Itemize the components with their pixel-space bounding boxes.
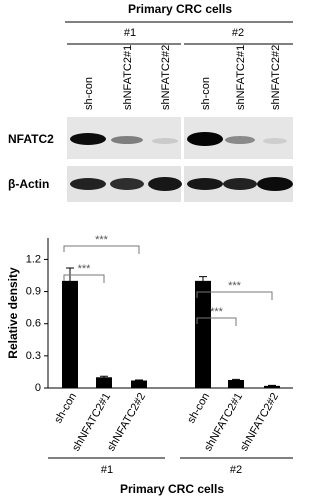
significance-label: ***	[95, 234, 109, 246]
group-label: #2	[232, 27, 244, 39]
error-bar	[135, 379, 143, 382]
lane-label: shNFATC2#2	[160, 45, 172, 110]
x-tick-label: shNFATC2#2	[238, 391, 281, 453]
lane-label: sh-con	[200, 77, 212, 110]
significance-bracket	[63, 245, 140, 254]
group-label: #1	[124, 27, 136, 39]
significance-label: ***	[210, 306, 224, 318]
bar	[195, 280, 211, 388]
error-bar	[199, 276, 207, 286]
lane-label: shNFATC2#2	[270, 45, 282, 110]
figure: Primary CRC cells #1 #2 NFATC2 β-Actin R…	[6, 2, 293, 496]
bar	[96, 377, 112, 388]
y-tick-label: 1.2	[26, 253, 41, 265]
error-bar	[232, 378, 240, 381]
y-tick-label: 0.9	[26, 285, 41, 297]
significance-bracket	[196, 317, 237, 326]
bar	[62, 280, 78, 388]
lane-label: sh-con	[83, 77, 95, 110]
significance-label: ***	[228, 280, 242, 292]
lane-label: shNFATC2#1	[235, 45, 247, 110]
y-tick-label: 0	[35, 382, 41, 394]
significance-label: ***	[78, 263, 92, 275]
x-tick-label: sh-con	[185, 391, 212, 426]
y-axis-title: Relative density	[6, 267, 20, 359]
row-label: β-Actin	[8, 177, 49, 191]
error-bar	[100, 375, 108, 379]
group-label: #2	[230, 464, 242, 476]
error-bar	[268, 384, 276, 387]
x-tick-label: shNFATC2#2	[105, 391, 148, 453]
x-tick-label: sh-con	[52, 391, 79, 426]
significance-bracket	[63, 274, 105, 283]
blot-title: Primary CRC cells	[128, 2, 232, 16]
y-tick-label: 0.6	[26, 318, 41, 330]
bar	[264, 385, 280, 388]
x-axis-title: Primary CRC cells	[120, 482, 224, 496]
y-tick-label: 0.3	[26, 350, 41, 362]
blot-image	[67, 117, 293, 202]
group-label: #1	[101, 464, 113, 476]
error-bar	[66, 267, 74, 295]
bar	[228, 379, 244, 388]
lane-label: shNFATC2#1	[122, 45, 134, 110]
bar	[131, 380, 147, 388]
significance-bracket	[196, 291, 273, 300]
row-label: NFATC2	[8, 132, 54, 146]
